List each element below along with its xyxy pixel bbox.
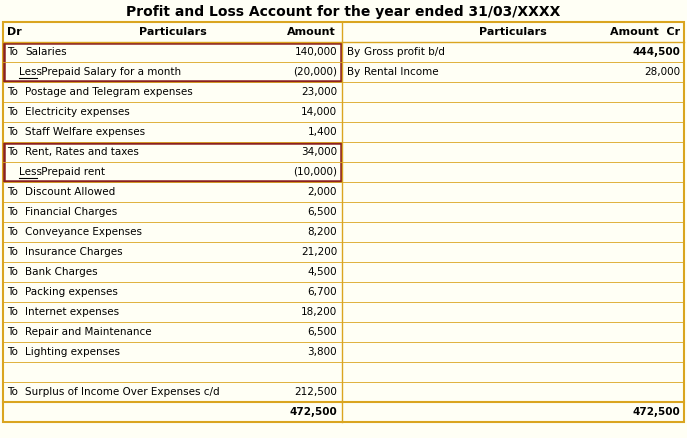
Text: 23,000: 23,000 — [301, 87, 337, 97]
Text: Bank Charges: Bank Charges — [25, 267, 98, 277]
Text: 6,700: 6,700 — [307, 287, 337, 297]
Text: Repair and Maintenance: Repair and Maintenance — [25, 327, 152, 337]
Text: Internet expenses: Internet expenses — [25, 307, 119, 317]
Text: 28,000: 28,000 — [644, 67, 680, 77]
Text: Amount: Amount — [287, 27, 336, 37]
Text: 140,000: 140,000 — [294, 47, 337, 57]
Text: To: To — [7, 227, 18, 237]
Text: 14,000: 14,000 — [301, 107, 337, 117]
Text: To: To — [7, 387, 18, 397]
Text: 18,200: 18,200 — [301, 307, 337, 317]
Text: To: To — [7, 287, 18, 297]
Text: Less: Less — [19, 67, 42, 77]
Bar — [4, 143, 341, 181]
Text: Postage and Telegram expenses: Postage and Telegram expenses — [25, 87, 193, 97]
Text: To: To — [7, 207, 18, 217]
Text: (10,000): (10,000) — [293, 167, 337, 177]
Text: Particulars: Particulars — [479, 27, 547, 37]
Text: 6,500: 6,500 — [307, 207, 337, 217]
Text: To: To — [7, 247, 18, 257]
Text: To: To — [7, 107, 18, 117]
Text: By: By — [347, 67, 360, 77]
Text: (20,000): (20,000) — [293, 67, 337, 77]
Text: To: To — [7, 87, 18, 97]
Text: Profit and Loss Account for the year ended 31/03/XXXX: Profit and Loss Account for the year end… — [126, 5, 561, 19]
Text: 8,200: 8,200 — [307, 227, 337, 237]
Text: Rent, Rates and taxes: Rent, Rates and taxes — [25, 147, 139, 157]
Text: Packing expenses: Packing expenses — [25, 287, 118, 297]
Text: Gross profit b/d: Gross profit b/d — [364, 47, 445, 57]
Text: To: To — [7, 147, 18, 157]
Text: To: To — [7, 47, 18, 57]
Text: Dr: Dr — [7, 27, 22, 37]
Text: Salaries: Salaries — [25, 47, 67, 57]
Text: Prepaid rent: Prepaid rent — [38, 167, 105, 177]
Text: To: To — [7, 127, 18, 137]
Text: 2,000: 2,000 — [308, 187, 337, 197]
Text: Financial Charges: Financial Charges — [25, 207, 117, 217]
Text: 6,500: 6,500 — [307, 327, 337, 337]
Text: 472,500: 472,500 — [289, 407, 337, 417]
Text: Less: Less — [19, 167, 42, 177]
Text: To: To — [7, 347, 18, 357]
Text: 34,000: 34,000 — [301, 147, 337, 157]
Text: Discount Allowed: Discount Allowed — [25, 187, 115, 197]
Text: Rental Income: Rental Income — [364, 67, 438, 77]
Text: By: By — [347, 47, 360, 57]
Text: Insurance Charges: Insurance Charges — [25, 247, 122, 257]
Text: Amount  Cr: Amount Cr — [610, 27, 680, 37]
Text: Lighting expenses: Lighting expenses — [25, 347, 120, 357]
Text: Surplus of Income Over Expenses c/d: Surplus of Income Over Expenses c/d — [25, 387, 220, 397]
Text: To: To — [7, 187, 18, 197]
Text: Staff Welfare expenses: Staff Welfare expenses — [25, 127, 145, 137]
Text: 472,500: 472,500 — [632, 407, 680, 417]
Text: To: To — [7, 327, 18, 337]
Bar — [4, 43, 341, 81]
Text: To: To — [7, 307, 18, 317]
Text: 1,400: 1,400 — [307, 127, 337, 137]
Text: 444,500: 444,500 — [632, 47, 680, 57]
Text: 212,500: 212,500 — [294, 387, 337, 397]
Text: 21,200: 21,200 — [301, 247, 337, 257]
Text: Conveyance Expenses: Conveyance Expenses — [25, 227, 142, 237]
Text: To: To — [7, 267, 18, 277]
Text: Prepaid Salary for a month: Prepaid Salary for a month — [38, 67, 181, 77]
Text: 4,500: 4,500 — [307, 267, 337, 277]
Text: 3,800: 3,800 — [307, 347, 337, 357]
Text: Electricity expenses: Electricity expenses — [25, 107, 130, 117]
Text: Particulars: Particulars — [139, 27, 206, 37]
